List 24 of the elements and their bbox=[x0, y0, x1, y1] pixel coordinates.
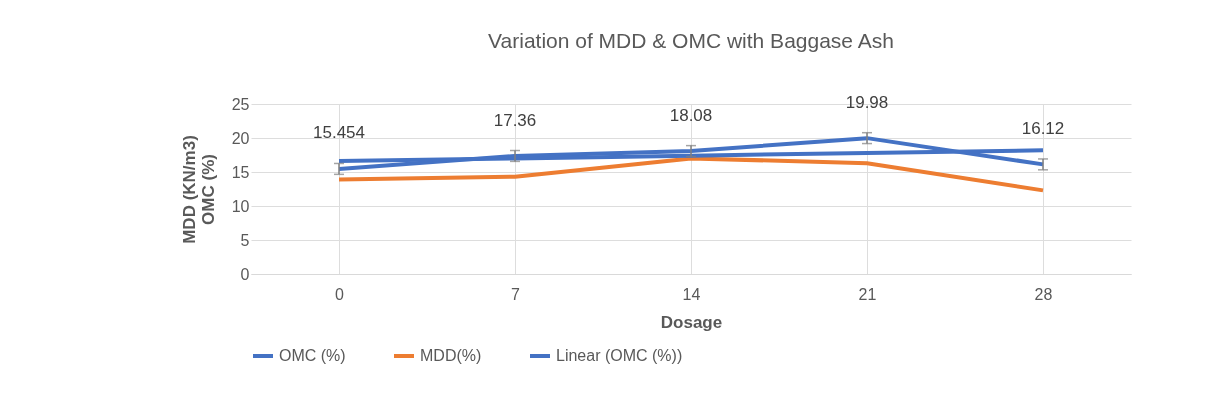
data-label: 16.12 bbox=[1021, 118, 1065, 138]
legend-label: MDD(%) bbox=[420, 347, 482, 364]
x-tick-label: 0 bbox=[335, 285, 345, 303]
y-tick-label: 15 bbox=[231, 163, 250, 181]
x-tick-label: 21 bbox=[858, 285, 877, 303]
x-axis-title: Dosage bbox=[660, 312, 723, 332]
data-label: 17.36 bbox=[493, 110, 537, 130]
line-series bbox=[337, 156, 1045, 193]
line-series bbox=[337, 136, 1045, 171]
legend-label: OMC (%) bbox=[279, 347, 346, 364]
data-label: 19.98 bbox=[845, 92, 889, 112]
y-tick-label: 5 bbox=[240, 231, 250, 249]
x-tick-label: 7 bbox=[511, 285, 521, 303]
x-tick-label: 28 bbox=[1034, 285, 1053, 303]
chart-title: Variation of MDD & OMC with Baggase Ash bbox=[488, 28, 894, 52]
data-label: 18.08 bbox=[669, 105, 713, 125]
y-tick-label: 10 bbox=[231, 197, 250, 215]
y-tick-label: 20 bbox=[231, 129, 250, 147]
data-label: 15.454 bbox=[313, 123, 365, 143]
y-tick-label: 25 bbox=[231, 95, 250, 113]
x-tick-label: 14 bbox=[682, 285, 701, 303]
y-tick-label: 0 bbox=[240, 265, 250, 283]
legend-label: Linear (OMC (%)) bbox=[556, 347, 683, 364]
y-axis-title: MDD (KN/m3) OMC (%) bbox=[179, 135, 218, 244]
